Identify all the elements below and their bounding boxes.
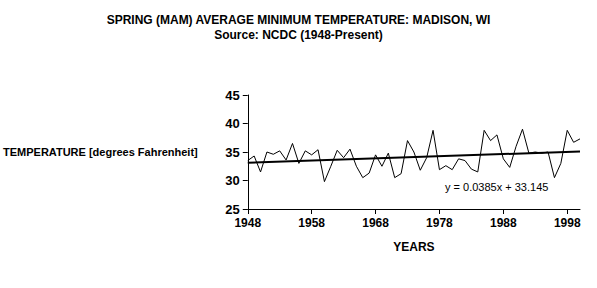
svg-text:25: 25	[225, 202, 239, 217]
svg-text:y = 0.0385x + 33.145: y = 0.0385x + 33.145	[445, 181, 548, 193]
svg-text:SPRING (MAM) AVERAGE MINIMUM T: SPRING (MAM) AVERAGE MINIMUM TEMPERATURE…	[107, 13, 491, 27]
svg-text:40: 40	[225, 116, 239, 131]
svg-text:1968: 1968	[362, 216, 389, 230]
svg-text:1958: 1958	[298, 216, 325, 230]
svg-text:30: 30	[225, 173, 239, 188]
svg-text:1948: 1948	[234, 216, 261, 230]
svg-text:1988: 1988	[490, 216, 517, 230]
svg-text:35: 35	[225, 145, 239, 160]
svg-text:TEMPERATURE [degrees Fahrenhei: TEMPERATURE [degrees Fahrenheit]	[3, 146, 198, 158]
svg-text:1998: 1998	[554, 216, 581, 230]
svg-text:45: 45	[225, 88, 239, 103]
svg-text:Source: NCDC (1948-Present): Source: NCDC (1948-Present)	[214, 28, 383, 42]
svg-text:YEARS: YEARS	[393, 240, 434, 254]
svg-text:1978: 1978	[426, 216, 453, 230]
